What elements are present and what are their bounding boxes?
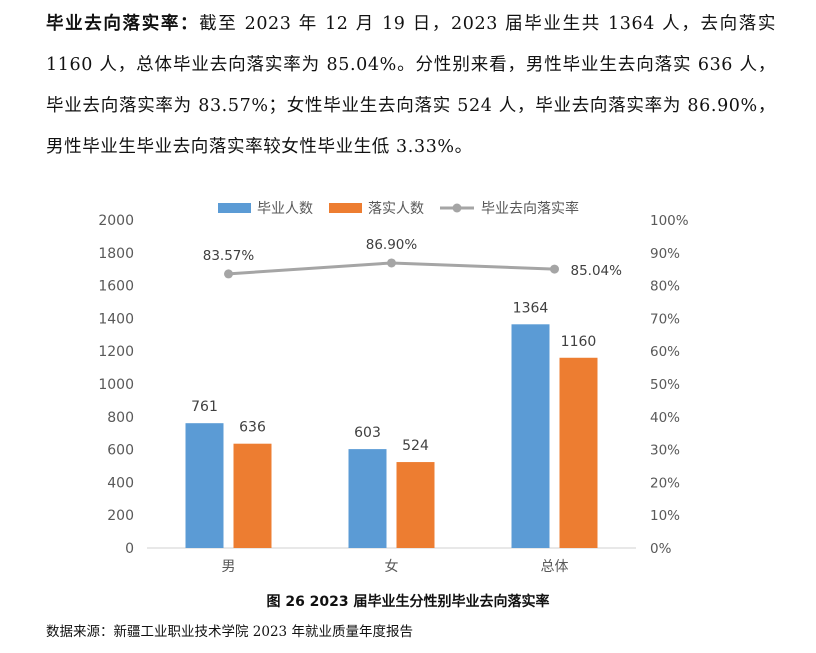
right-tick-label: 30% bbox=[650, 443, 680, 459]
data-source: 数据来源：新疆工业职业技术学院 2023 年就业质量年度报告 bbox=[46, 624, 413, 640]
bar-value-label: 603 bbox=[354, 425, 381, 441]
left-tick-label: 200 bbox=[107, 508, 134, 524]
rate-value-label: 83.57% bbox=[203, 248, 255, 264]
right-y-axis: 0% 10% 20% 30% 40% 50% 60% 70% 80% 90% 100% bbox=[650, 213, 689, 557]
right-tick-label: 50% bbox=[650, 377, 680, 393]
legend-swatch bbox=[218, 203, 251, 213]
right-tick-label: 10% bbox=[650, 508, 680, 524]
legend-label: 毕业人数 bbox=[257, 201, 313, 217]
right-tick-label: 60% bbox=[650, 344, 680, 360]
legend-label: 落实人数 bbox=[368, 201, 424, 217]
paragraph-lead: 毕业去向落实率： bbox=[46, 14, 200, 34]
bar bbox=[396, 462, 435, 548]
left-tick-label: 1400 bbox=[98, 311, 134, 327]
left-tick-label: 400 bbox=[107, 475, 134, 491]
bar-value-label: 636 bbox=[239, 420, 266, 436]
bar-value-label: 1364 bbox=[513, 300, 549, 316]
category-label: 女 bbox=[385, 558, 399, 575]
bar-line-chart: 毕业人数 落实人数 毕业去向落实率 0 200 400 600 800 1000 1200 140… bbox=[98, 200, 689, 575]
bar bbox=[233, 443, 272, 548]
legend-swatch bbox=[329, 203, 362, 213]
right-tick-label: 20% bbox=[650, 475, 680, 491]
right-tick-label: 80% bbox=[650, 279, 680, 295]
bar-value-label: 524 bbox=[402, 438, 429, 454]
left-tick-label: 1000 bbox=[98, 377, 134, 393]
bar bbox=[348, 449, 387, 548]
left-tick-label: 1600 bbox=[98, 279, 134, 295]
x-axis: 男 女 总体 bbox=[222, 558, 569, 575]
legend-marker bbox=[452, 203, 462, 213]
bar-value-label: 761 bbox=[191, 399, 218, 415]
rate-value-label: 86.90% bbox=[366, 237, 418, 253]
rate-point bbox=[387, 258, 396, 268]
bar-value-label: 1160 bbox=[561, 334, 597, 350]
right-tick-label: 90% bbox=[650, 246, 680, 262]
chart-caption: 图 26 2023 届毕业生分性别毕业去向落实率 bbox=[266, 594, 550, 610]
rate-point bbox=[550, 264, 559, 274]
left-tick-label: 600 bbox=[107, 443, 134, 459]
right-tick-label: 100% bbox=[650, 213, 689, 229]
rate-line bbox=[224, 258, 559, 279]
right-tick-label: 0% bbox=[650, 541, 672, 557]
rate-value-label: 85.04% bbox=[571, 263, 623, 279]
bar bbox=[185, 423, 224, 548]
chart-legend: 毕业人数 落实人数 毕业去向落实率 bbox=[218, 200, 579, 217]
left-tick-label: 0 bbox=[125, 541, 134, 557]
category-label: 男 bbox=[222, 559, 236, 575]
right-tick-label: 40% bbox=[650, 410, 680, 426]
left-y-axis: 0 200 400 600 800 1000 1200 1400 1600 1800 2000 bbox=[98, 213, 134, 557]
left-tick-label: 2000 bbox=[98, 213, 134, 229]
category-label: 总体 bbox=[541, 559, 569, 575]
legend-label: 毕业去向落实率 bbox=[481, 200, 579, 217]
data-labels: 761 603 1364 636 524 1160 83.57% 86.90% 85.04% bbox=[191, 237, 622, 454]
right-tick-label: 70% bbox=[650, 311, 680, 327]
intro-paragraph: 毕业去向落实率：截至 2023 年 12 月 19 日，2023 届毕业生共 1… bbox=[46, 4, 776, 168]
bar bbox=[559, 357, 598, 548]
left-tick-label: 800 bbox=[107, 410, 134, 426]
paragraph-body: 截至 2023 年 12 月 19 日，2023 届毕业生共 1364 人，去向… bbox=[46, 14, 776, 157]
bars bbox=[185, 324, 598, 548]
left-tick-label: 1200 bbox=[98, 344, 134, 360]
rate-point bbox=[224, 269, 233, 279]
left-tick-label: 1800 bbox=[98, 246, 134, 262]
bar bbox=[511, 324, 550, 548]
